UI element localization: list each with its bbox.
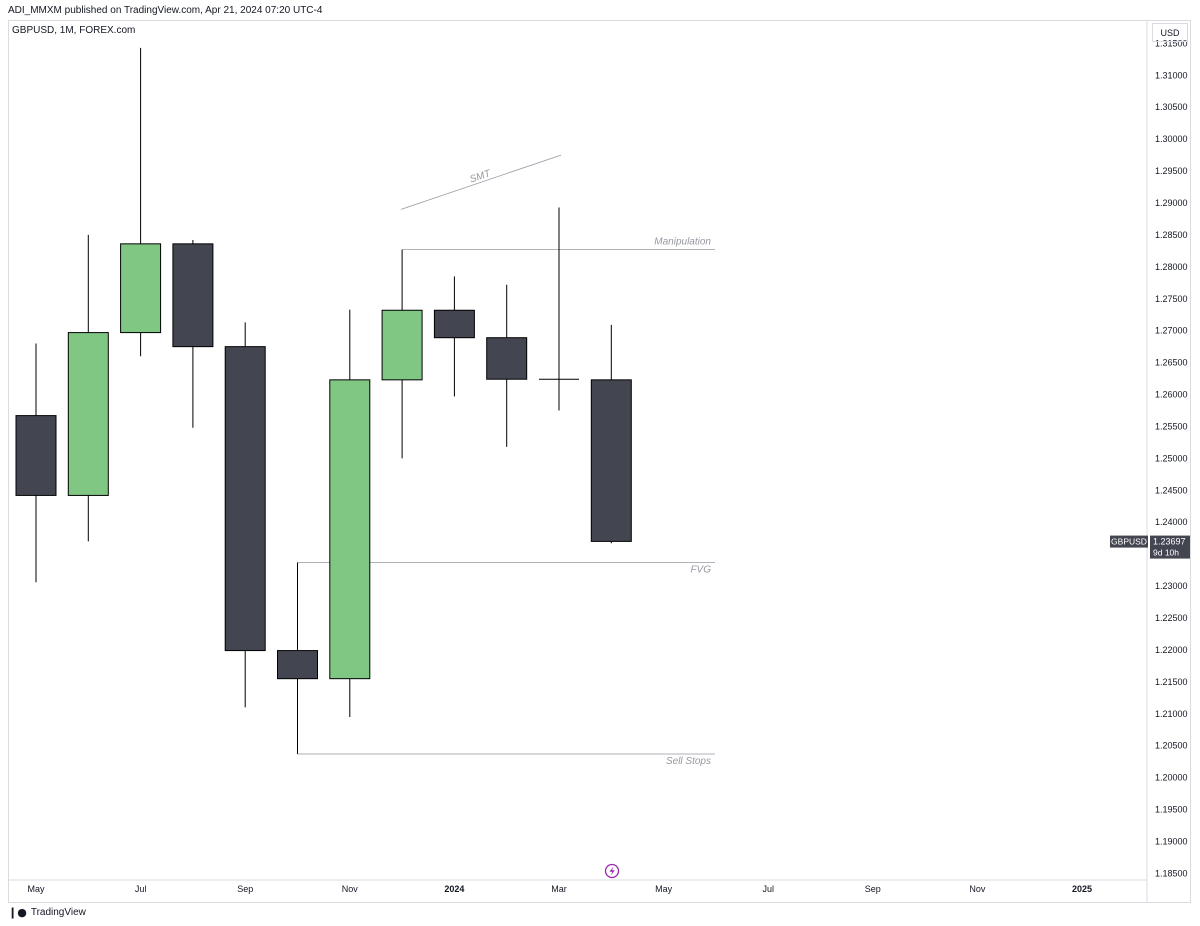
candle: [381, 249, 423, 459]
time-tick-label: Sep: [865, 884, 881, 894]
candle: [15, 343, 57, 583]
candle-body: [277, 650, 318, 680]
candle-body: [381, 309, 423, 381]
level-label: Sell Stops: [666, 756, 711, 767]
axis-separators: [9, 21, 1148, 903]
price-tick-label: 1.30000: [1155, 134, 1188, 144]
price-tick-label: 1.25500: [1155, 421, 1188, 431]
price-tick-label: 1.22500: [1155, 613, 1188, 623]
last-price-value: 1.23697: [1153, 537, 1186, 547]
price-tick-label: 1.31500: [1155, 38, 1188, 48]
price-tick-label: 1.23000: [1155, 581, 1188, 591]
candle-body: [120, 243, 162, 334]
price-tick-label: 1.27500: [1155, 294, 1188, 304]
candle: [486, 284, 528, 447]
price-tick-label: 1.21000: [1155, 709, 1188, 719]
price-tick-label: 1.28000: [1155, 262, 1188, 272]
level-label: Manipulation: [654, 237, 711, 248]
published-header: ADI_MMXM published on TradingView.com, A…: [8, 5, 323, 16]
candle: [172, 240, 214, 428]
time-tick-label: Nov: [969, 884, 986, 894]
price-tick-label: 1.30500: [1155, 102, 1188, 112]
price-tick-label: 1.24500: [1155, 485, 1188, 495]
candle: [67, 234, 109, 542]
time-tick-label: May: [655, 884, 673, 894]
candle: [277, 562, 318, 755]
time-tick-label: Jul: [135, 884, 147, 894]
candle: [120, 47, 162, 357]
time-tick-label: Nov: [342, 884, 359, 894]
price-tick-label: 1.22000: [1155, 645, 1188, 655]
candle-body: [486, 337, 528, 380]
candle-body: [172, 243, 214, 348]
smt-label: SMT: [468, 168, 492, 185]
time-tick-label: Jul: [762, 884, 774, 894]
symbol-info: GBPUSD, 1M, FOREX.com: [12, 25, 136, 36]
candle-body: [67, 332, 109, 496]
candle: [539, 207, 579, 411]
level-label: FVG: [690, 564, 711, 575]
price-tick-label: 1.20500: [1155, 741, 1188, 751]
last-price-symbol-box: [1110, 535, 1148, 548]
time-tick-label: Mar: [551, 884, 567, 894]
price-tick-label: 1.29000: [1155, 198, 1188, 208]
price-tick-label: 1.21500: [1155, 677, 1188, 687]
footer-brand-label: TradingView: [30, 907, 86, 918]
time-tick-label: 2025: [1072, 884, 1092, 894]
candle-body: [329, 379, 371, 680]
price-tick-label: 1.20000: [1155, 773, 1188, 783]
chart-pane[interactable]: [8, 20, 1191, 903]
price-tick-label: 1.26500: [1155, 358, 1188, 368]
price-axis[interactable]: 1.31500 1.31000 1.30500 1.30000 1.29500 1.290…: [1155, 38, 1188, 878]
last-price-symbol: GBPUSD: [1111, 537, 1147, 547]
last-price-countdown: 9d 10h: [1153, 548, 1179, 558]
candles: [15, 47, 632, 755]
candle: [224, 322, 266, 708]
candle: [433, 276, 475, 397]
candle-body: [15, 415, 57, 496]
candle: [590, 324, 632, 544]
price-tick-label: 1.24000: [1155, 517, 1188, 527]
currency-button[interactable]: USD: [1152, 23, 1188, 42]
candle-body: [590, 379, 632, 542]
price-tick-label: 1.19000: [1155, 836, 1188, 846]
price-tick-label: 1.26000: [1155, 390, 1188, 400]
time-tick-label: May: [27, 884, 45, 894]
candle-body: [224, 346, 266, 652]
price-tick-label: 1.31000: [1155, 70, 1188, 80]
last-price-value-box: [1150, 535, 1190, 559]
footer-brand[interactable]: ❙● TradingView: [8, 906, 86, 919]
price-tick-label: 1.27000: [1155, 326, 1188, 336]
smt-trendline: [400, 154, 562, 210]
time-tick-label: 2024: [444, 884, 464, 894]
tradingview-logo-icon: ❙●: [8, 906, 27, 919]
candle: [329, 309, 371, 717]
price-tick-label: 1.29500: [1155, 166, 1188, 176]
price-tick-label: 1.28500: [1155, 230, 1188, 240]
lightning-icon[interactable]: [604, 863, 620, 879]
price-tick-label: 1.18500: [1155, 868, 1188, 878]
time-axis[interactable]: May Jul Sep Nov 2024 Mar May Jul Sep Nov 2025: [27, 884, 1092, 894]
price-tick-label: 1.19500: [1155, 805, 1188, 815]
time-tick-label: Sep: [237, 884, 253, 894]
price-tick-label: 1.25000: [1155, 453, 1188, 463]
candle-body: [433, 309, 475, 339]
